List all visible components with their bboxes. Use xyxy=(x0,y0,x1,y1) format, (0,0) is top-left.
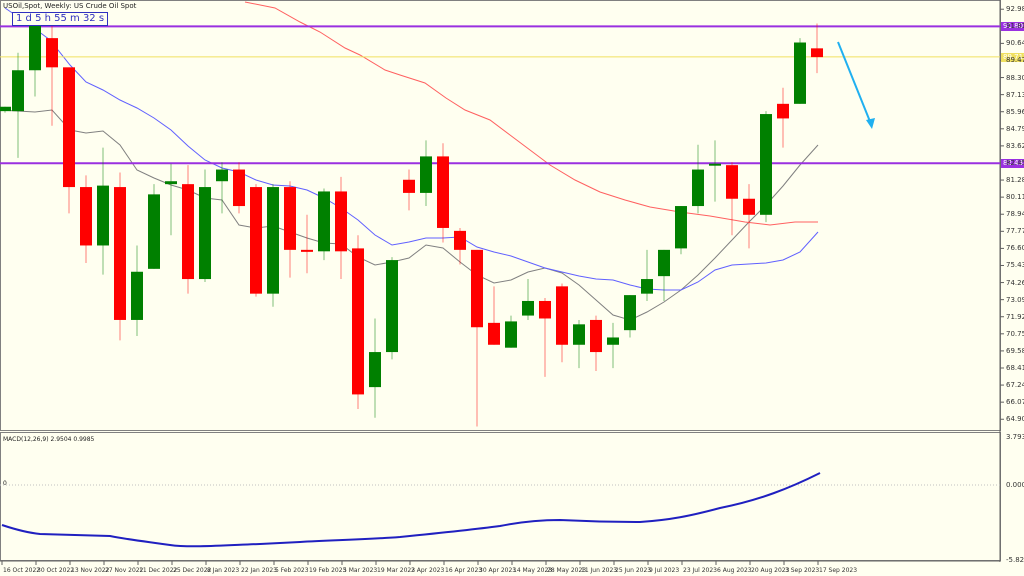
date-tick-label: 25 Dec 2022 xyxy=(173,566,211,575)
date-tick-label: 16 Oct 2022 xyxy=(3,566,40,575)
date-tick-label: 19 Mar 2023 xyxy=(377,566,415,575)
macd-tick-label: 3.7934 xyxy=(1006,433,1024,442)
date-tick-label: 30 Oct 2022 xyxy=(37,566,74,575)
down-arrow-icon[interactable] xyxy=(838,42,875,129)
price-tick-label: 71.920 xyxy=(1006,313,1024,322)
price-tick-label: 90.640 xyxy=(1006,39,1024,48)
price-tick-label: 88.300 xyxy=(1006,74,1024,83)
date-tick-label: 9 Jul 2023 xyxy=(649,566,679,575)
date-tick-label: 5 Feb 2023 xyxy=(275,566,309,575)
date-tick-label: 13 Nov 2022 xyxy=(71,566,109,575)
date-tick-label: 22 Jan 2023 xyxy=(241,566,277,575)
price-tick-label: 70.750 xyxy=(1006,330,1024,339)
price-tick-label: 68.410 xyxy=(1006,364,1024,373)
price-tick-label: 81.280 xyxy=(1006,176,1024,185)
date-tick-label: 23 Jul 2023 xyxy=(683,566,717,575)
date-tick-label: 11 Dec 2022 xyxy=(139,566,177,575)
date-tick-label: 5 Mar 2023 xyxy=(343,566,377,575)
price-tick-label: 91.810 xyxy=(1006,22,1024,31)
date-tick-label: 20 Aug 2023 xyxy=(751,566,789,575)
price-tick-label: 78.940 xyxy=(1006,210,1024,219)
macd-zero-label: 0 xyxy=(3,480,7,487)
price-tick-label: 74.260 xyxy=(1006,279,1024,288)
date-tick-label: 16 Apr 2023 xyxy=(445,566,482,575)
horizontal-levels[interactable] xyxy=(0,26,1000,163)
price-tick-label: 64.900 xyxy=(1006,415,1024,424)
price-tick-label: 80.110 xyxy=(1006,193,1024,202)
date-tick-label: 2 Apr 2023 xyxy=(411,566,444,575)
price-chart[interactable] xyxy=(0,0,1024,576)
date-tick-label: 25 Jun 2023 xyxy=(615,566,651,575)
date-tick-label: 19 Feb 2023 xyxy=(309,566,346,575)
chart-title: USOil,Spot, Weekly: US Crude Oil Spot xyxy=(3,2,136,10)
macd-tick-label: 0.0000 xyxy=(1006,481,1024,490)
candlesticks xyxy=(0,16,823,426)
price-tick-label: 84.790 xyxy=(1006,125,1024,134)
date-tick-label: 3 Sep 2023 xyxy=(785,566,819,575)
price-tick-label: 76.600 xyxy=(1006,244,1024,253)
price-tick-label: 85.960 xyxy=(1006,108,1024,117)
price-tick-label: 66.070 xyxy=(1006,398,1024,407)
candle-countdown-timer: 1 d 5 h 55 m 32 s xyxy=(12,12,108,26)
price-tick-label: 82.450 xyxy=(1006,159,1024,168)
date-tick-label: 11 Jun 2023 xyxy=(581,566,617,575)
date-tick-label: 6 Aug 2023 xyxy=(717,566,752,575)
price-tick-label: 92.980 xyxy=(1006,5,1024,14)
price-tick-label: 89.470 xyxy=(1006,56,1024,65)
price-tick-label: 83.620 xyxy=(1006,142,1024,151)
date-tick-label: 8 Jan 2023 xyxy=(207,566,239,575)
price-tick-label: 67.240 xyxy=(1006,381,1024,390)
price-tick-label: 75.430 xyxy=(1006,261,1024,270)
date-tick-label: 27 Nov 2022 xyxy=(105,566,143,575)
macd-tick-label: -5.8289 xyxy=(1006,556,1024,565)
macd-line xyxy=(2,473,820,546)
macd-indicator-label: MACD(12,26,9) 2.9504 0.9985 xyxy=(3,436,94,443)
price-tick-label: 73.090 xyxy=(1006,296,1024,305)
price-tick-label: 77.770 xyxy=(1006,227,1024,236)
date-tick-label: 17 Sep 2023 xyxy=(819,566,857,575)
price-tick-label: 87.130 xyxy=(1006,91,1024,100)
time-axis xyxy=(2,561,818,565)
date-tick-label: 30 Apr 2023 xyxy=(479,566,516,575)
price-tick-label: 69.580 xyxy=(1006,347,1024,356)
